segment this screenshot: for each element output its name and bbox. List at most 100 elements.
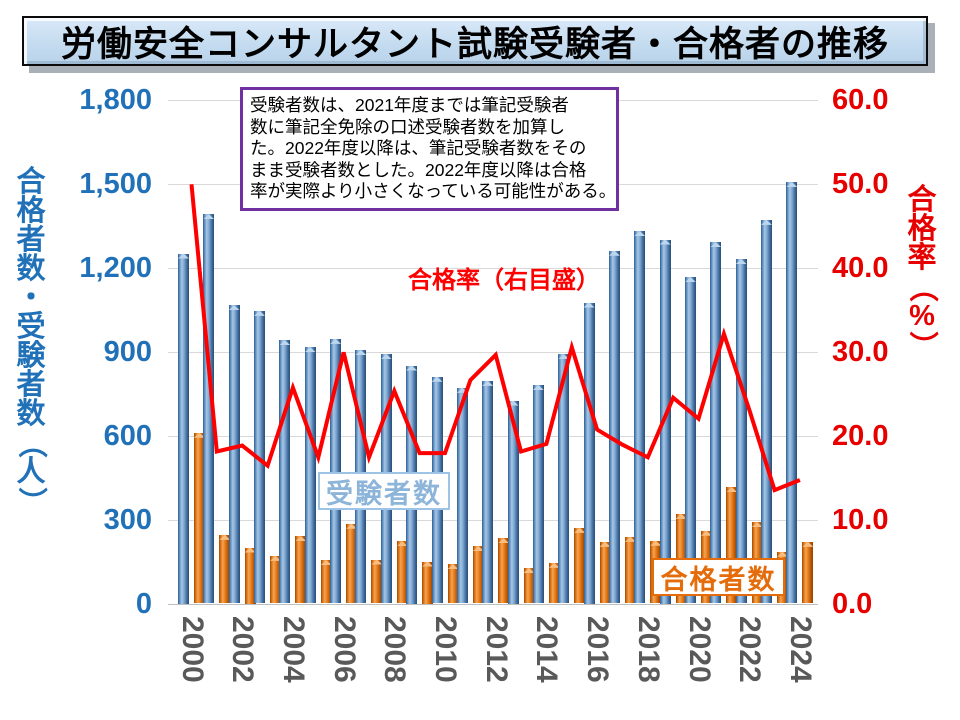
bar-bevel-cap <box>270 555 282 561</box>
right-axis-tick-label: 50.0 <box>832 167 889 200</box>
passers-bar <box>219 534 231 604</box>
passers-series-label: 合格者数 <box>652 558 785 596</box>
bar-bevel-cap <box>507 400 519 406</box>
bar-bevel-cap <box>254 310 266 316</box>
axis-title-char: 数 <box>16 253 46 285</box>
left-axis-tick-label: 900 <box>103 335 152 368</box>
passers-bar <box>548 562 560 604</box>
passers-bar <box>624 536 636 604</box>
examinees-bar <box>203 214 215 604</box>
x-axis-tick-label: 2016 <box>581 616 615 683</box>
pass-rate-series-label: 合格率（右目盛） <box>408 267 600 294</box>
bar-bevel-cap <box>624 536 636 542</box>
annotation-line: 数に筆記全免除の口述受験者数を加算し <box>250 116 565 137</box>
left-axis-tick-label: 1,500 <box>79 167 152 200</box>
annotation-line: 率が実際より小さくなっている可能性がある。 <box>250 181 617 201</box>
examinees-bar <box>608 250 620 604</box>
x-axis-line <box>168 603 818 605</box>
bar-bevel-cap <box>380 354 392 360</box>
right-axis-tick-label: 60.0 <box>832 83 889 116</box>
examinees-bar <box>558 354 570 604</box>
bar-bevel-cap <box>574 527 586 533</box>
passers-bar <box>422 561 434 604</box>
bar-bevel-cap <box>456 387 468 393</box>
axis-title-char: 人 <box>16 456 46 488</box>
title-banner: 労働安全コンサルタント試験受験者・合格者の推移 <box>22 16 928 66</box>
x-axis-tick-label: 2000 <box>175 616 209 683</box>
left-axis-tick-label: 600 <box>103 419 152 452</box>
bar-bevel-cap <box>523 567 535 573</box>
passers-bar <box>599 541 611 604</box>
x-axis-tick-label: 2010 <box>429 616 462 683</box>
examinees-bar <box>456 387 468 604</box>
bar-bevel-cap <box>659 239 671 245</box>
axis-title-char: 格 <box>907 213 937 245</box>
examinees-bar <box>710 242 722 604</box>
bar-bevel-cap <box>548 562 560 568</box>
examinees-bar <box>482 380 494 604</box>
examinees-bar <box>507 400 519 604</box>
bar-bevel-cap <box>675 513 687 519</box>
examinees-bar <box>228 305 240 604</box>
bar-bevel-cap <box>330 338 342 344</box>
passers-bar <box>396 541 408 604</box>
axis-title-char: 数 <box>16 398 46 430</box>
axis-title-char: ・ <box>16 282 46 314</box>
right-axis-tick-label: 30.0 <box>832 335 889 368</box>
left-axis-tick-label: 0 <box>135 587 152 620</box>
left-axis-tick-label: 1,200 <box>79 251 152 284</box>
axis-title-char: ） <box>15 486 48 517</box>
x-axis-tick-label: 2012 <box>479 616 513 683</box>
annotation-box: 受験者数は、2021年度までは筆記受験者 数に筆記全免除の口述受験者数を加算し … <box>240 87 619 211</box>
passers-bar <box>447 564 459 604</box>
examinees-bar <box>254 310 266 604</box>
passers-bar <box>472 546 484 604</box>
bar-bevel-cap <box>650 540 662 546</box>
bar-bevel-cap <box>558 354 570 360</box>
passers-bar <box>320 560 332 604</box>
examinees-bar <box>761 219 773 604</box>
bar-bevel-cap <box>685 277 696 283</box>
passers-bar <box>270 555 282 604</box>
bar-bevel-cap <box>244 547 256 553</box>
x-axis-tick-label: 2014 <box>530 616 564 683</box>
bar-bevel-cap <box>295 536 307 542</box>
bar-bevel-cap <box>735 259 747 265</box>
passers-bar <box>574 527 586 604</box>
bar-bevel-cap <box>406 365 418 371</box>
bar-bevel-cap <box>228 305 240 311</box>
axis-title-char: 験 <box>16 340 46 372</box>
bar-bevel-cap <box>498 538 510 544</box>
bar-bevel-cap <box>786 182 798 188</box>
bar-bevel-cap <box>532 385 544 391</box>
axis-title-char: 受 <box>16 311 46 343</box>
bar-bevel-cap <box>304 347 316 353</box>
x-axis-tick-label: 2018 <box>631 616 665 683</box>
left-axis-tick-label: 1,800 <box>79 83 152 116</box>
x-axis-tick-label: 2020 <box>682 616 716 683</box>
axis-title-char: % <box>909 300 935 332</box>
passers-bar <box>244 547 256 604</box>
passers-bar <box>295 536 307 604</box>
axis-title-char: 者 <box>16 224 46 256</box>
bar-bevel-cap <box>371 559 383 565</box>
bar-bevel-cap <box>634 231 646 237</box>
right-axis-tick-label: 40.0 <box>832 251 889 284</box>
right-axis-tick-label: 20.0 <box>832 419 889 452</box>
bar-bevel-cap <box>203 214 215 220</box>
annotation-line: 受験者数は、2021年度までは筆記受験者 <box>250 95 569 115</box>
bar-bevel-cap <box>431 376 443 382</box>
bar-bevel-cap <box>701 530 712 536</box>
bar-bevel-cap <box>396 541 408 547</box>
annotation-line: まま受験者数とした。2022年度以降は合格 <box>250 159 587 180</box>
bar-bevel-cap <box>219 534 231 540</box>
bar-bevel-cap <box>761 219 773 225</box>
examinees-bar <box>685 277 696 604</box>
bar-bevel-cap <box>583 302 595 308</box>
axis-title-char: 者 <box>16 369 46 401</box>
left-axis-tick-label: 300 <box>103 503 152 536</box>
right-axis-tick-label: 10.0 <box>832 503 889 536</box>
bar-bevel-cap <box>472 546 484 552</box>
examinees-bar <box>786 182 798 604</box>
bar-bevel-cap <box>482 380 494 386</box>
